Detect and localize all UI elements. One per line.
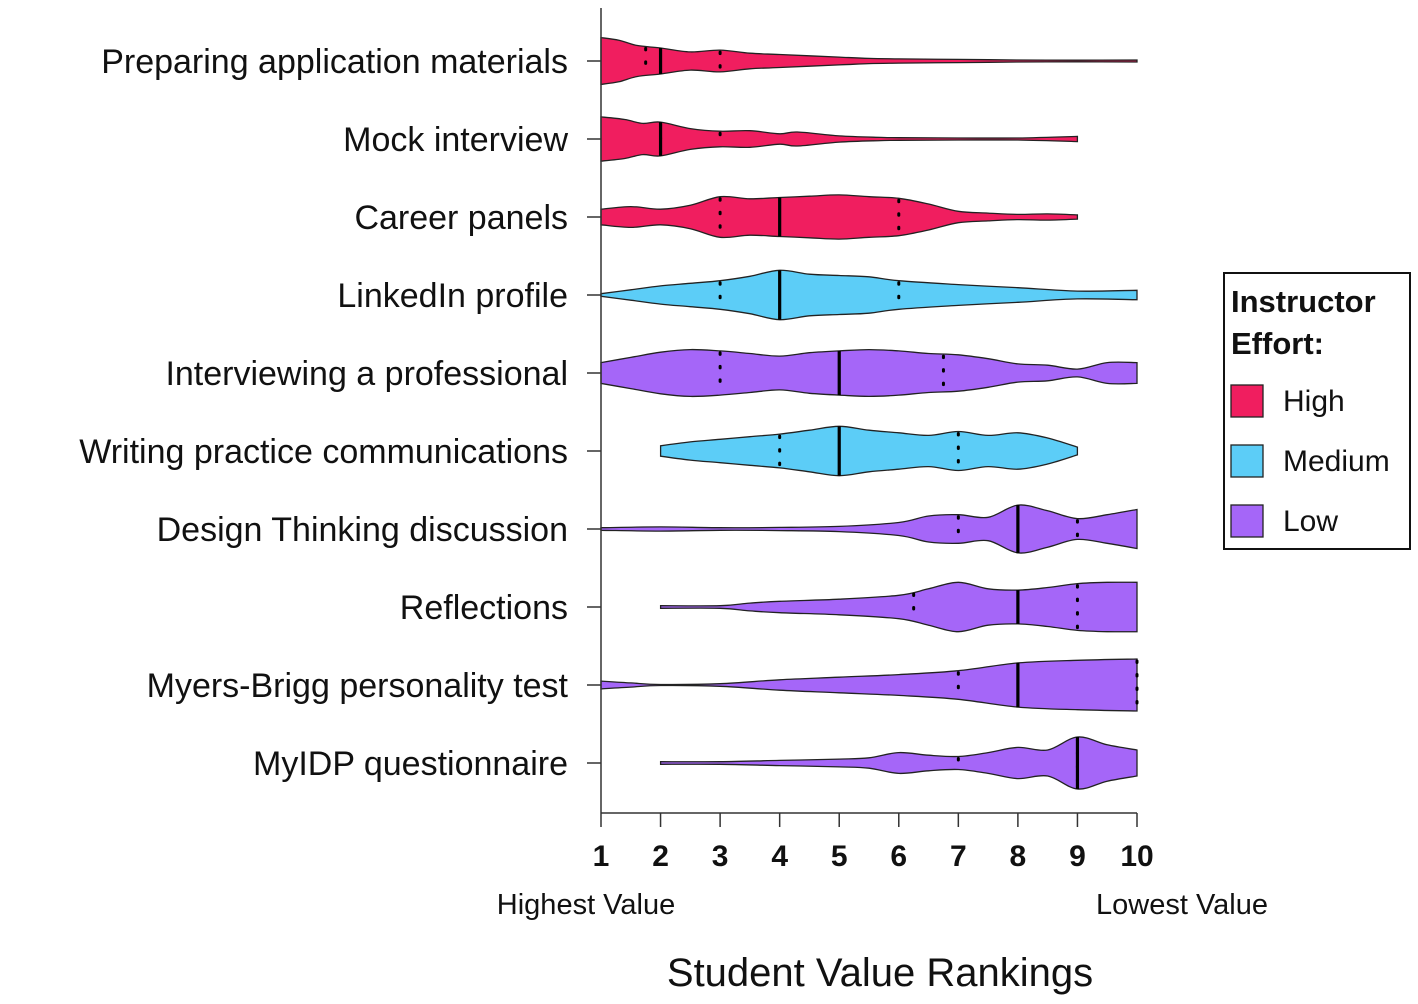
x-tick-label: 2 (652, 840, 669, 873)
violin-shape (600, 269, 1138, 321)
x-tick-label: 4 (771, 840, 788, 873)
x-tick-label: 5 (831, 840, 848, 873)
legend-swatch (1230, 384, 1264, 418)
category-label: Interviewing a professional (165, 355, 568, 393)
violin-row (587, 269, 1138, 321)
category-label: Reflections (400, 589, 568, 627)
category-label: LinkedIn profile (337, 277, 568, 315)
category-label: Writing practice communications (79, 433, 568, 471)
legend-title-line-1: Instructor (1231, 284, 1376, 319)
violin-row (587, 194, 1079, 240)
violin-row (587, 658, 1139, 712)
legend-label: Medium (1283, 445, 1390, 478)
category-label: Myers-Brigg personality test (147, 667, 569, 705)
violin-row (587, 36, 1138, 86)
x-tick-label: 1 (593, 840, 610, 873)
legend-swatch (1230, 444, 1264, 478)
legend-swatch (1230, 504, 1264, 538)
violin-shape (600, 36, 1138, 86)
legend: Instructor Effort: High Medium Low (1223, 272, 1411, 550)
category-label: Design Thinking discussion (157, 511, 568, 549)
violin-shape (600, 194, 1079, 240)
category-label: Career panels (354, 199, 568, 237)
legend-entries: High Medium Low (1230, 384, 1390, 538)
axes (600, 8, 1137, 814)
x-tick-label: 7 (950, 840, 967, 873)
violin-row (587, 581, 1138, 633)
x-tick-label: 8 (1010, 840, 1027, 873)
x-end-label-right: Lowest Value (1096, 889, 1268, 921)
x-tick-label: 3 (712, 840, 729, 873)
violin-row (587, 348, 1138, 398)
violin-layer (587, 36, 1139, 790)
category-label: MyIDP questionnaire (253, 745, 568, 783)
legend-label: Low (1283, 505, 1338, 538)
x-axis-ticks: 1 2 3 4 5 6 7 8 9 10 (593, 813, 1154, 873)
violin-row (587, 736, 1138, 790)
violin-row (587, 116, 1079, 162)
x-axis-title: Student Value Rankings (667, 951, 1093, 995)
violin-shape (600, 658, 1138, 712)
legend-label: High (1283, 385, 1345, 418)
violin-row (587, 504, 1138, 554)
violin-shape (659, 581, 1138, 633)
category-labels: Preparing application materials Mock inte… (79, 43, 568, 783)
violin-shape (659, 425, 1079, 477)
x-tick-label: 6 (890, 840, 907, 873)
x-tick-label: 10 (1120, 840, 1153, 873)
legend-title-line-2: Effort: (1231, 326, 1324, 361)
category-label: Mock interview (343, 121, 568, 159)
violin-row (587, 425, 1079, 477)
x-end-label-left: Highest Value (497, 889, 675, 921)
violin-shape (600, 504, 1138, 554)
violin-shape (659, 736, 1138, 790)
violin-shape (600, 116, 1079, 162)
category-label: Preparing application materials (101, 43, 568, 81)
x-tick-label: 9 (1069, 840, 1086, 873)
violin-shape (600, 348, 1138, 398)
